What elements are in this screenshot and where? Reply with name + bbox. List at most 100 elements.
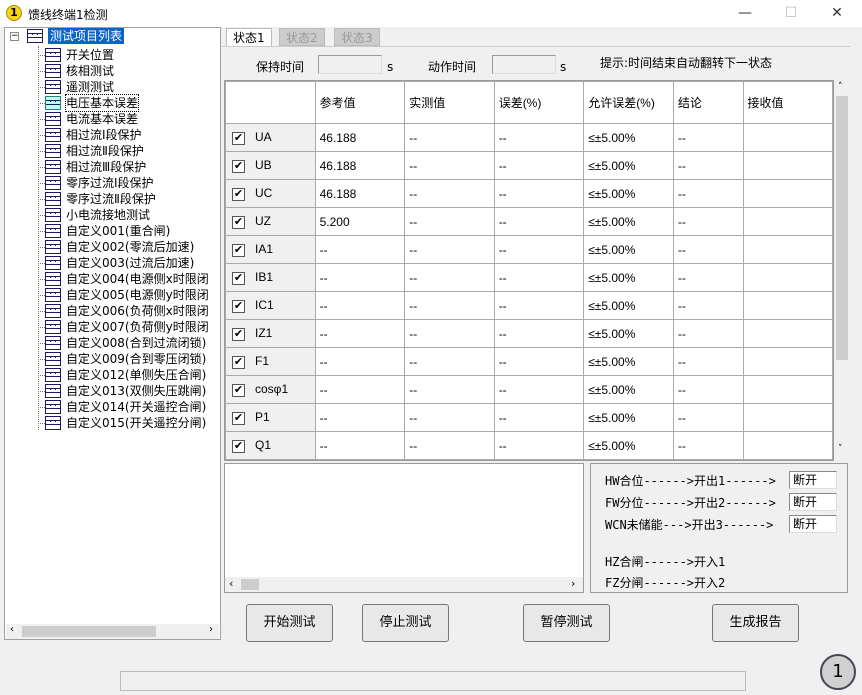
- tree-item[interactable]: 开关位置: [45, 47, 114, 63]
- table-cell: [742, 375, 833, 404]
- tree-item[interactable]: 自定义001(重合闸): [45, 223, 170, 239]
- tree-item[interactable]: 小电流接地测试: [45, 207, 150, 223]
- table-row[interactable]: ✔ IB1 -- -- -- ≤±5.00% --: [225, 263, 833, 292]
- tree-item[interactable]: 相过流Ⅱ段保护: [45, 143, 144, 159]
- tree-horizontal-scrollbar[interactable]: ‹ ›: [6, 624, 219, 639]
- tree-item[interactable]: 自定义007(负荷侧y时限闭: [45, 319, 209, 335]
- tree-item[interactable]: 自定义014(开关遥控合闸): [45, 399, 206, 415]
- scroll-thumb[interactable]: [836, 96, 848, 360]
- tree-item[interactable]: 电压基本误差: [45, 94, 140, 112]
- table-cell: --: [404, 179, 495, 208]
- tab-state-2[interactable]: 状态2: [279, 28, 325, 46]
- generate-report-button[interactable]: 生成报告: [712, 604, 799, 642]
- scroll-down-icon[interactable]: ˅: [838, 444, 843, 454]
- table-cell: ≤±5.00%: [583, 151, 674, 180]
- row-checkbox[interactable]: ✔: [232, 159, 245, 173]
- row-checkbox[interactable]: ✔: [232, 187, 245, 201]
- tree-item-label: 自定义006(负荷侧x时限闭: [66, 304, 209, 318]
- row-checkbox[interactable]: ✔: [232, 299, 245, 313]
- tree-item[interactable]: 遥测测试: [45, 79, 114, 95]
- table-row[interactable]: ✔ cosφ1 -- -- -- ≤±5.00% --: [225, 375, 833, 404]
- tree-item[interactable]: 自定义009(合到零压闭锁): [45, 351, 206, 367]
- tree-item[interactable]: 相过流Ⅰ段保护: [45, 127, 142, 143]
- table-cell: [742, 459, 833, 460]
- row-checkbox[interactable]: ✔: [232, 131, 245, 145]
- scroll-right-icon[interactable]: ›: [209, 624, 213, 635]
- output-state-1: 断开: [789, 471, 837, 489]
- table-row[interactable]: ✔ P1 -- -- -- ≤±5.00% --: [225, 403, 833, 432]
- scroll-left-icon[interactable]: ‹: [229, 577, 234, 590]
- grid-icon: [45, 128, 61, 142]
- tree-root[interactable]: 测试项目列表: [27, 28, 125, 44]
- start-test-button[interactable]: 开始测试: [246, 604, 333, 642]
- table-cell: [742, 431, 833, 460]
- test-item-tree[interactable]: − 测试项目列表 开关位置 核相测试 遥测测试 电压基本误差 电流基本误差 相过流Ⅰ段保护…: [4, 27, 221, 640]
- row-checkbox[interactable]: ✔: [232, 383, 245, 397]
- grid-icon: [45, 256, 61, 270]
- tab-state-3[interactable]: 状态3: [334, 28, 380, 46]
- table-row[interactable]: ✔ F1 -- -- -- ≤±5.00% --: [225, 347, 833, 376]
- tree-item[interactable]: 相过流Ⅲ段保护: [45, 159, 146, 175]
- table-cell: ≤±5.00%: [583, 123, 674, 152]
- table-row[interactable]: ✔ IA1 -- -- -- ≤±5.00% --: [225, 235, 833, 264]
- table-row[interactable]: ✔ IC1 -- -- -- ≤±5.00% --: [225, 291, 833, 320]
- row-checkbox[interactable]: ✔: [232, 327, 245, 341]
- row-checkbox[interactable]: ✔: [232, 271, 245, 285]
- table-cell: --: [404, 403, 495, 432]
- tree-item[interactable]: 自定义003(过流后加速): [45, 255, 194, 271]
- row-checkbox[interactable]: ✔: [232, 243, 245, 257]
- tree-item[interactable]: 自定义008(合到过流闭锁): [45, 335, 206, 351]
- column-header: 实测值: [404, 81, 495, 124]
- tree-item[interactable]: 电流基本误差: [45, 111, 138, 127]
- tree-item-label: 自定义004(电源侧x时限闭: [66, 272, 209, 286]
- grid-icon: [45, 320, 61, 334]
- table-row[interactable]: ✔ Q1 -- -- -- ≤±5.00% --: [225, 431, 833, 460]
- tree-line: [38, 103, 45, 104]
- row-checkbox[interactable]: ✔: [232, 355, 245, 369]
- table-row[interactable]: [225, 459, 833, 460]
- tree-item[interactable]: 核相测试: [45, 63, 114, 79]
- scroll-thumb[interactable]: [241, 579, 259, 590]
- table-row[interactable]: ✔ UZ 5.200 -- -- ≤±5.00% --: [225, 207, 833, 236]
- grid-icon: [45, 48, 61, 62]
- tree-item[interactable]: 自定义012(单侧失压合闸): [45, 367, 206, 383]
- tree-item[interactable]: 自定义005(电源侧y时限闭: [45, 287, 209, 303]
- action-time-input[interactable]: [492, 55, 556, 74]
- table-row[interactable]: ✔ UB 46.188 -- -- ≤±5.00% --: [225, 151, 833, 180]
- tree-item[interactable]: 零序过流Ⅰ段保护: [45, 175, 154, 191]
- scroll-up-icon[interactable]: ˄: [838, 82, 843, 92]
- tree-item[interactable]: 自定义013(双侧失压跳闸): [45, 383, 206, 399]
- tab-state-1[interactable]: 状态1: [226, 28, 272, 47]
- scroll-left-icon[interactable]: ‹: [10, 624, 14, 635]
- table-row[interactable]: ✔ UA 46.188 -- -- ≤±5.00% --: [225, 123, 833, 152]
- row-checkbox[interactable]: ✔: [232, 411, 245, 425]
- maximize-button[interactable]: ☐: [784, 5, 798, 21]
- stop-test-button[interactable]: 停止测试: [362, 604, 449, 642]
- tree-line: [38, 391, 45, 392]
- log-textarea[interactable]: [224, 463, 584, 593]
- tree-item-label: 核相测试: [66, 64, 115, 78]
- scroll-thumb[interactable]: [22, 626, 156, 637]
- row-checkbox[interactable]: ✔: [232, 215, 245, 229]
- table-row[interactable]: ✔ UC 46.188 -- -- ≤±5.00% --: [225, 179, 833, 208]
- scroll-right-icon[interactable]: ›: [571, 577, 576, 590]
- tree-item[interactable]: 自定义002(零流后加速): [45, 239, 194, 255]
- table-row[interactable]: ✔ IZ1 -- -- -- ≤±5.00% --: [225, 319, 833, 348]
- log-horizontal-scrollbar[interactable]: ‹ ›: [225, 577, 583, 592]
- row-name-cell: ✔ UA: [225, 123, 316, 152]
- table-cell: --: [404, 375, 495, 404]
- tree-item[interactable]: 自定义015(开关遥控分闸): [45, 415, 206, 431]
- hold-time-input[interactable]: [318, 55, 382, 74]
- table-cell: --: [672, 403, 744, 432]
- minimize-button[interactable]: —: [738, 5, 752, 21]
- row-checkbox[interactable]: ✔: [232, 439, 245, 453]
- collapse-icon[interactable]: −: [10, 31, 19, 41]
- result-table[interactable]: 参考值 实测值 误差(%) 允许误差(%) 结论 接收值 ✔ UA 46.188 -- -- ≤±5.…: [224, 80, 834, 461]
- tree-item[interactable]: 零序过流Ⅱ段保护: [45, 191, 156, 207]
- tree-item[interactable]: 自定义004(电源侧x时限闭: [45, 271, 209, 287]
- pause-test-button[interactable]: 暂停测试: [523, 604, 610, 642]
- channel-name: IZ1: [255, 326, 273, 341]
- tree-item[interactable]: 自定义006(负荷侧x时限闭: [45, 303, 209, 319]
- close-button[interactable]: ✕: [831, 5, 843, 21]
- grid-icon: [45, 272, 61, 286]
